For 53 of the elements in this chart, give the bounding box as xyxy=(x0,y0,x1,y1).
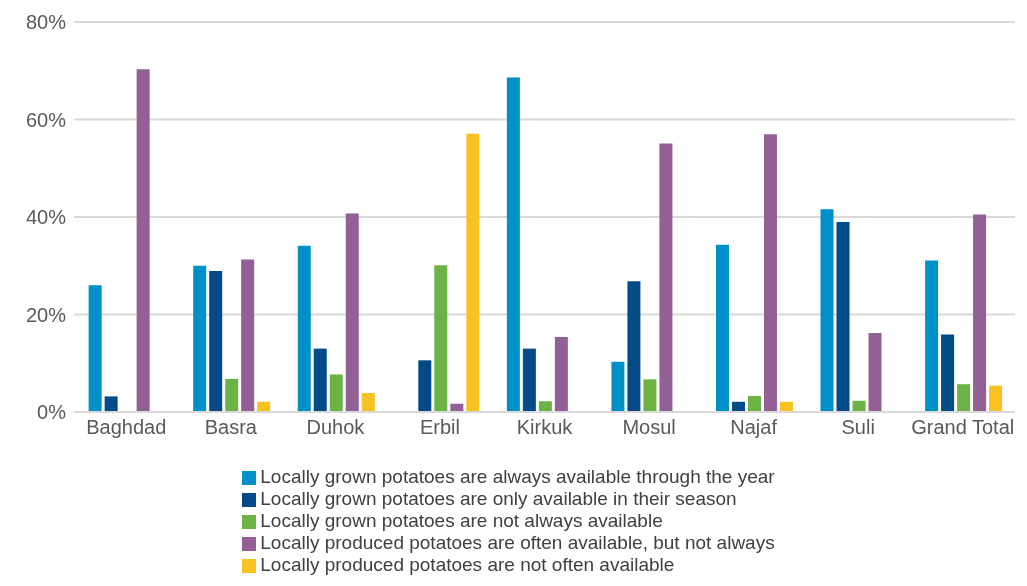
legend-label: Locally grown potatoes are always available through the year xyxy=(260,466,775,487)
bar xyxy=(957,384,971,412)
bar xyxy=(538,401,552,412)
y-tick-label: 0% xyxy=(37,401,67,424)
bar xyxy=(611,361,625,412)
bar xyxy=(434,265,448,412)
bar xyxy=(868,333,882,412)
x-tick-label: Kirkuk xyxy=(516,416,574,439)
bar xyxy=(973,214,987,412)
bar xyxy=(941,334,955,412)
bar xyxy=(989,385,1003,412)
legend-label: Locally produced potatoes are not often available xyxy=(260,554,675,575)
bar xyxy=(136,69,150,412)
bar xyxy=(193,265,207,412)
y-tick-label: 20% xyxy=(25,303,67,326)
bar xyxy=(225,378,239,412)
legend-label: Locally produced potatoes are often available, but not always xyxy=(260,532,775,553)
x-tick-label: Grand Total xyxy=(911,416,1015,439)
x-tick-label: Najaf xyxy=(730,416,778,439)
bar xyxy=(925,260,939,412)
x-tick-label: Erbil xyxy=(419,416,460,439)
bar xyxy=(329,374,343,412)
bar xyxy=(554,336,568,412)
bar xyxy=(836,221,850,412)
bar xyxy=(715,244,729,412)
bar xyxy=(345,213,359,412)
bar xyxy=(506,77,520,412)
x-tick-label: Baghdad xyxy=(86,416,167,439)
bar xyxy=(361,392,375,412)
bar xyxy=(241,259,255,412)
legend-label: Locally grown potatoes are not always available xyxy=(260,510,663,531)
bar xyxy=(747,395,761,412)
y-tick-label: 40% xyxy=(25,206,67,229)
bar xyxy=(313,348,327,412)
x-tick-label: Basra xyxy=(204,416,258,439)
bar xyxy=(104,396,118,412)
y-tick-label: 80% xyxy=(25,11,67,34)
bar xyxy=(763,134,777,412)
bar xyxy=(88,285,102,412)
bar xyxy=(466,133,480,412)
x-tick-label: Mosul xyxy=(622,416,676,439)
bar xyxy=(643,379,657,412)
bar xyxy=(522,348,536,412)
bar xyxy=(297,245,311,412)
x-tick-label: Duhok xyxy=(306,416,366,439)
bar xyxy=(418,360,432,412)
y-tick-label: 60% xyxy=(25,108,67,131)
bar xyxy=(659,143,673,412)
bar xyxy=(820,209,834,412)
bar xyxy=(627,281,641,412)
bar xyxy=(209,271,223,412)
legend-label: Locally grown potatoes are only available in their season xyxy=(260,488,737,509)
x-tick-label: Suli xyxy=(841,416,875,439)
